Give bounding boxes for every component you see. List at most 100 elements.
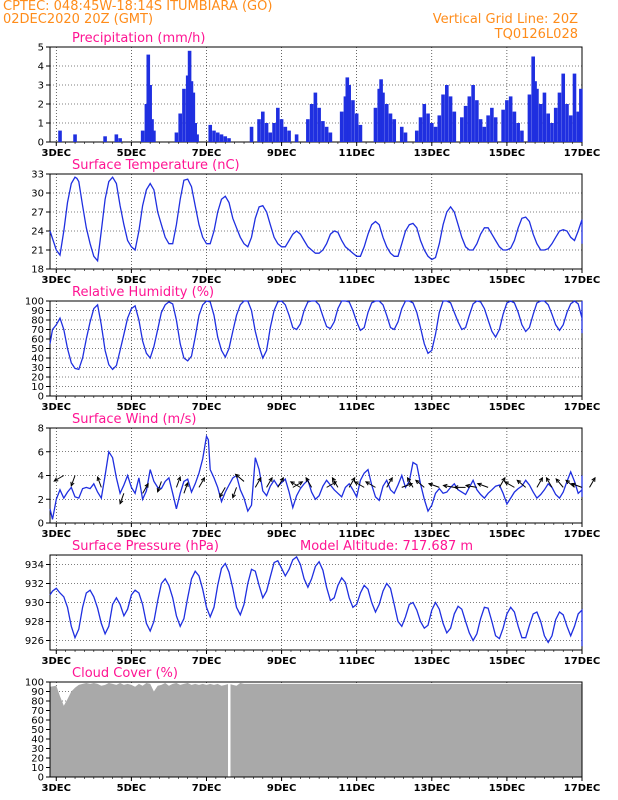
x-tick-label: 9DEC [267,529,296,540]
x-tick-label: 5DEC [117,656,146,667]
wind-arrow [453,485,466,490]
y-tick-label: 70 [31,706,44,717]
panel-pressure: 926 928 930 932 934 3DEC 5DEC 7DEC 9DEC 11DEC 13DE… [25,539,600,667]
y-tick-label: 6 [38,447,44,458]
panel-title: Cloud Cover (%) [72,666,178,681]
x-tick-label: 11DEC [338,402,374,413]
panel-title: Surface Wind (m/s) [72,412,196,427]
x-tick-label: 13DEC [414,529,450,540]
precip-bar [475,100,479,142]
precip-bar [182,88,186,142]
precip-bar [448,96,453,142]
precip-bar [114,134,119,142]
precip-bar [452,111,457,142]
y-tick-label: 100 [25,297,44,308]
y-tick-label: 50 [31,725,44,736]
precip-bar [433,126,438,142]
y-tick-label: 90 [31,306,44,317]
x-tick-label: 13DEC [414,275,450,286]
x-tick-label: 17DEC [564,275,600,286]
precip-bar [140,130,145,142]
x-tick-label: 17DEC [564,402,600,413]
precip-bar [460,117,464,142]
wind-arrow [53,475,65,482]
precip-bar [283,126,288,142]
precip-bar [313,92,318,142]
y-tick-label: 0 [38,392,44,403]
precip-bar [287,130,291,142]
y-tick-label: 930 [25,598,44,609]
series-line [49,300,583,371]
x-tick-label: 3DEC [42,783,71,794]
x-tick-label: 15DEC [489,783,525,794]
x-tick-label: 9DEC [267,656,296,667]
precip-bar [249,126,254,142]
panel-frame [49,427,583,524]
y-tick-label: 90 [31,687,44,698]
y-tick-label: 3 [38,81,44,92]
y-tick-label: 4 [38,62,44,73]
precip-bar [185,75,190,142]
y-tick-label: 2 [38,100,44,111]
wind-arrow [498,476,506,488]
wind-arrow [142,482,149,494]
wind-arrow [406,476,414,488]
x-tick-label: 15DEC [489,275,525,286]
series-line [49,176,583,263]
panel-title: Precipitation (mm/h) [72,31,205,46]
wind-arrow [427,482,440,488]
cloud-gap [228,682,231,777]
precip-bar [568,115,573,142]
x-tick-label: 17DEC [564,148,600,159]
precip-bar [227,138,231,142]
precip-bar [441,94,445,142]
panel-precipitation: 0 1 2 3 4 5 3DEC 5DEC 7DEC 9DEC 11DEC 13DEC 15DEC 17D… [38,31,601,159]
series-line [49,555,583,647]
y-tick-label: 30 [31,744,44,755]
precip-bar [463,105,468,142]
precip-bar [294,134,299,142]
precip-bar [542,92,547,142]
precip-bar [150,119,154,142]
precip-bar [576,111,581,142]
precip-bar [264,123,269,142]
wind-arrow [156,481,162,493]
panel-title: Surface Pressure (hPa) [72,539,219,554]
y-tick-label: 100 [25,678,44,689]
wind-arrow [536,476,544,488]
precip-bar [347,85,351,142]
x-tick-label: 5DEC [117,402,146,413]
precip-bar [219,134,224,142]
x-tick-label: 17DEC [564,656,600,667]
precip-bar [535,88,539,142]
wind-arrow [96,475,102,488]
precip-bar [187,50,192,142]
y-tick-label: 5 [38,43,44,54]
precip-bar [561,73,566,142]
x-tick-label: 13DEC [414,148,450,159]
panel-wind: 0 2 4 6 8 3DEC 5DEC 7DEC 9DEC 11DEC 13DEC 15DEC 17DE… [38,412,601,540]
y-tick-label: 60 [31,716,44,727]
precip-bar [272,123,276,142]
y-tick-label: 33 [31,170,44,181]
y-tick-label: 10 [31,763,44,774]
precip-bar [148,85,152,142]
y-tick-label: 928 [25,617,44,628]
y-tick-label: 2 [38,495,44,506]
y-tick-label: 27 [31,208,44,219]
precip-bar [520,130,524,142]
precip-bar [505,100,509,142]
wind-arrow [386,476,393,488]
y-tick-label: 1 [38,119,44,130]
wind-arrow [464,483,477,489]
precip-bar [321,121,325,142]
precip-bar [565,104,569,142]
header-date: 02DEC2020 20Z (GMT) [3,12,153,27]
x-tick-label: 11DEC [338,275,374,286]
panel-frame-top [49,681,583,778]
precip-bar [508,96,513,142]
y-tick-label: 21 [31,246,44,257]
precip-bar [553,107,558,142]
wind-arrow [414,479,425,488]
